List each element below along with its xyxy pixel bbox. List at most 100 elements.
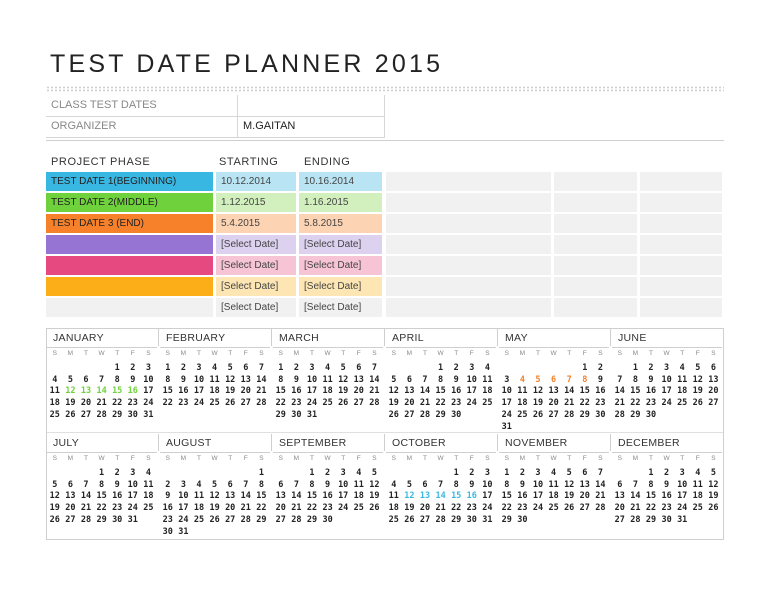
calendar-day[interactable]: 24 — [532, 503, 544, 514]
calendar-day[interactable]: 27 — [65, 514, 76, 525]
calendar-day[interactable]: 26 — [404, 514, 415, 525]
calendar-day[interactable]: 28 — [240, 514, 251, 525]
calendar-day[interactable]: 30 — [661, 514, 672, 525]
calendar-day[interactable]: 14 — [419, 386, 431, 397]
calendar-day[interactable]: 31 — [677, 514, 688, 525]
calendar-day[interactable]: 4 — [356, 468, 362, 478]
calendar-day[interactable]: 21 — [291, 503, 302, 514]
calendar-day[interactable]: 1 — [648, 468, 654, 478]
calendar-day[interactable]: 18 — [677, 386, 688, 397]
calendar-day[interactable]: 10 — [532, 479, 544, 490]
calendar-day[interactable]: 4 — [391, 479, 397, 490]
calendar-day[interactable]: 28 — [369, 398, 380, 409]
calendar-day[interactable]: 2 — [519, 468, 525, 478]
calendar-day[interactable]: 10 — [306, 374, 318, 385]
calendar-day[interactable]: 11 — [322, 374, 333, 385]
calendar-day[interactable]: 26 — [49, 514, 60, 525]
calendar-day[interactable]: 13 — [419, 491, 431, 502]
calendar-day[interactable]: 3 — [196, 363, 202, 373]
calendar-day[interactable]: 15 — [579, 386, 590, 397]
calendar-day[interactable]: 21 — [96, 398, 107, 409]
calendar-day[interactable]: 15 — [645, 491, 657, 502]
calendar-day[interactable]: 13 — [404, 386, 415, 397]
calendar-day[interactable]: 18 — [482, 386, 493, 397]
calendar-day[interactable]: 17 — [338, 491, 349, 502]
calendar-day[interactable]: 4 — [695, 468, 701, 478]
calendar-day[interactable]: 6 — [582, 468, 588, 478]
calendar-day[interactable]: 7 — [293, 479, 299, 490]
calendar-day[interactable]: 12 — [369, 479, 380, 490]
calendar-day[interactable]: 14 — [369, 374, 380, 385]
calendar-day[interactable]: 28 — [614, 409, 625, 420]
calendar-day[interactable]: 13 — [275, 491, 286, 502]
calendar-day[interactable]: 23 — [517, 503, 528, 514]
end-date[interactable]: [Select Date] — [299, 256, 382, 275]
calendar-day[interactable]: 12 — [388, 386, 399, 397]
calendar-day[interactable]: 6 — [67, 479, 73, 490]
calendar-day[interactable]: 2 — [114, 468, 120, 478]
calendar-day[interactable]: 30 — [162, 526, 173, 537]
calendar-day[interactable]: 21 — [614, 398, 625, 409]
calendar-day[interactable]: 15 — [630, 386, 641, 397]
calendar-day[interactable]: 15 — [162, 386, 173, 397]
calendar-day[interactable]: 13 — [579, 479, 590, 490]
calendar-day[interactable]: 30 — [322, 514, 333, 525]
calendar-day[interactable]: 19 — [692, 386, 703, 397]
calendar-day[interactable]: 3 — [469, 363, 475, 373]
start-date[interactable]: [Select Date] — [216, 256, 296, 275]
calendar-day[interactable]: 28 — [564, 409, 575, 420]
calendar-day[interactable]: 15 — [306, 491, 318, 502]
calendar-day[interactable]: 25 — [209, 398, 220, 409]
calendar-day[interactable]: 9 — [597, 374, 603, 385]
calendar-day[interactable]: 14 — [595, 479, 606, 490]
organizer-value[interactable]: M.GAITAN — [243, 120, 296, 132]
calendar-day[interactable]: 8 — [504, 479, 510, 490]
calendar-day[interactable]: 3 — [180, 479, 186, 490]
calendar-day[interactable]: 26 — [692, 398, 703, 409]
calendar-day[interactable]: 1 — [165, 363, 171, 373]
calendar-day[interactable]: 15 — [112, 386, 123, 397]
calendar-day[interactable]: 19 — [49, 503, 60, 514]
calendar-day[interactable]: 4 — [52, 374, 58, 385]
calendar-day[interactable]: 26 — [338, 398, 349, 409]
calendar-day[interactable]: 15 — [96, 491, 107, 502]
end-date[interactable]: 1.16.2015 — [299, 193, 382, 212]
calendar-day[interactable]: 5 — [212, 479, 218, 490]
calendar-day[interactable]: 16 — [112, 491, 123, 502]
calendar-day[interactable]: 4 — [484, 363, 490, 373]
calendar-day[interactable]: 19 — [708, 491, 719, 502]
calendar-day[interactable]: 18 — [49, 398, 60, 409]
calendar-day[interactable]: 19 — [388, 398, 399, 409]
calendar-day[interactable]: 9 — [180, 374, 186, 385]
calendar-day[interactable]: 9 — [469, 479, 475, 490]
calendar-day[interactable]: 14 — [80, 491, 92, 502]
start-date[interactable]: [Select Date] — [216, 235, 296, 254]
calendar-day[interactable]: 14 — [630, 491, 641, 502]
calendar-day[interactable]: 22 — [630, 398, 641, 409]
calendar-day[interactable]: 19 — [532, 398, 544, 409]
calendar-day[interactable]: 23 — [595, 398, 606, 409]
calendar-day[interactable]: 9 — [293, 374, 299, 385]
calendar-day[interactable]: 22 — [96, 503, 107, 514]
calendar-day[interactable]: 31 — [178, 526, 189, 537]
calendar-day[interactable]: 4 — [519, 374, 525, 385]
calendar-day[interactable]: 28 — [291, 514, 302, 525]
calendar-day[interactable]: 14 — [291, 491, 302, 502]
calendar-day[interactable]: 6 — [422, 479, 428, 490]
calendar-day[interactable]: 30 — [127, 409, 138, 420]
calendar-day[interactable]: 5 — [391, 374, 397, 385]
calendar-day[interactable]: 27 — [275, 514, 286, 525]
calendar-day[interactable]: 10 — [127, 479, 138, 490]
calendar-day[interactable]: 4 — [325, 363, 331, 373]
calendar-day[interactable]: 17 — [532, 491, 544, 502]
calendar-day[interactable]: 24 — [193, 398, 205, 409]
calendar-day[interactable]: 17 — [482, 491, 493, 502]
calendar-day[interactable]: 3 — [340, 468, 346, 478]
calendar-day[interactable]: 12 — [338, 374, 349, 385]
calendar-day[interactable]: 12 — [692, 374, 703, 385]
calendar-day[interactable]: 10 — [466, 374, 477, 385]
phase-label[interactable] — [46, 298, 213, 317]
calendar-day[interactable]: 10 — [193, 374, 205, 385]
calendar-day[interactable]: 6 — [710, 363, 716, 373]
calendar-day[interactable]: 22 — [256, 503, 267, 514]
